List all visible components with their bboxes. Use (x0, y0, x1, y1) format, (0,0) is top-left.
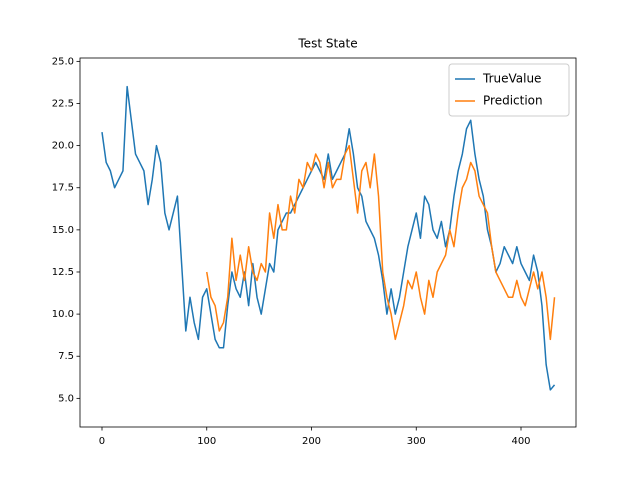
y-tick-label: 20.0 (52, 141, 74, 152)
x-tick-label: 200 (302, 436, 321, 447)
x-tick-label: 300 (407, 436, 426, 447)
axes-frame (79, 57, 577, 428)
y-tick-label: 5.0 (58, 393, 74, 404)
legend-box (448, 63, 570, 117)
y-tick-label: 17.5 (52, 183, 74, 194)
y-tick-label: 10.0 (52, 309, 74, 320)
y-tick-label: 22.5 (52, 98, 74, 109)
x-tick-label: 100 (197, 436, 216, 447)
y-tick-label: 12.5 (52, 267, 74, 278)
chart-title: Test State (297, 37, 357, 51)
y-tick-label: 15.0 (52, 225, 74, 236)
x-tick-label: 0 (99, 436, 105, 447)
series-line (206, 144, 556, 341)
legend-label: Prediction (483, 94, 543, 108)
series-line (101, 85, 556, 391)
x-tick-label: 400 (511, 436, 530, 447)
y-tick-label: 7.5 (58, 351, 74, 362)
legend-label: TrueValue (482, 72, 541, 86)
y-tick-label: 25.0 (52, 56, 74, 67)
